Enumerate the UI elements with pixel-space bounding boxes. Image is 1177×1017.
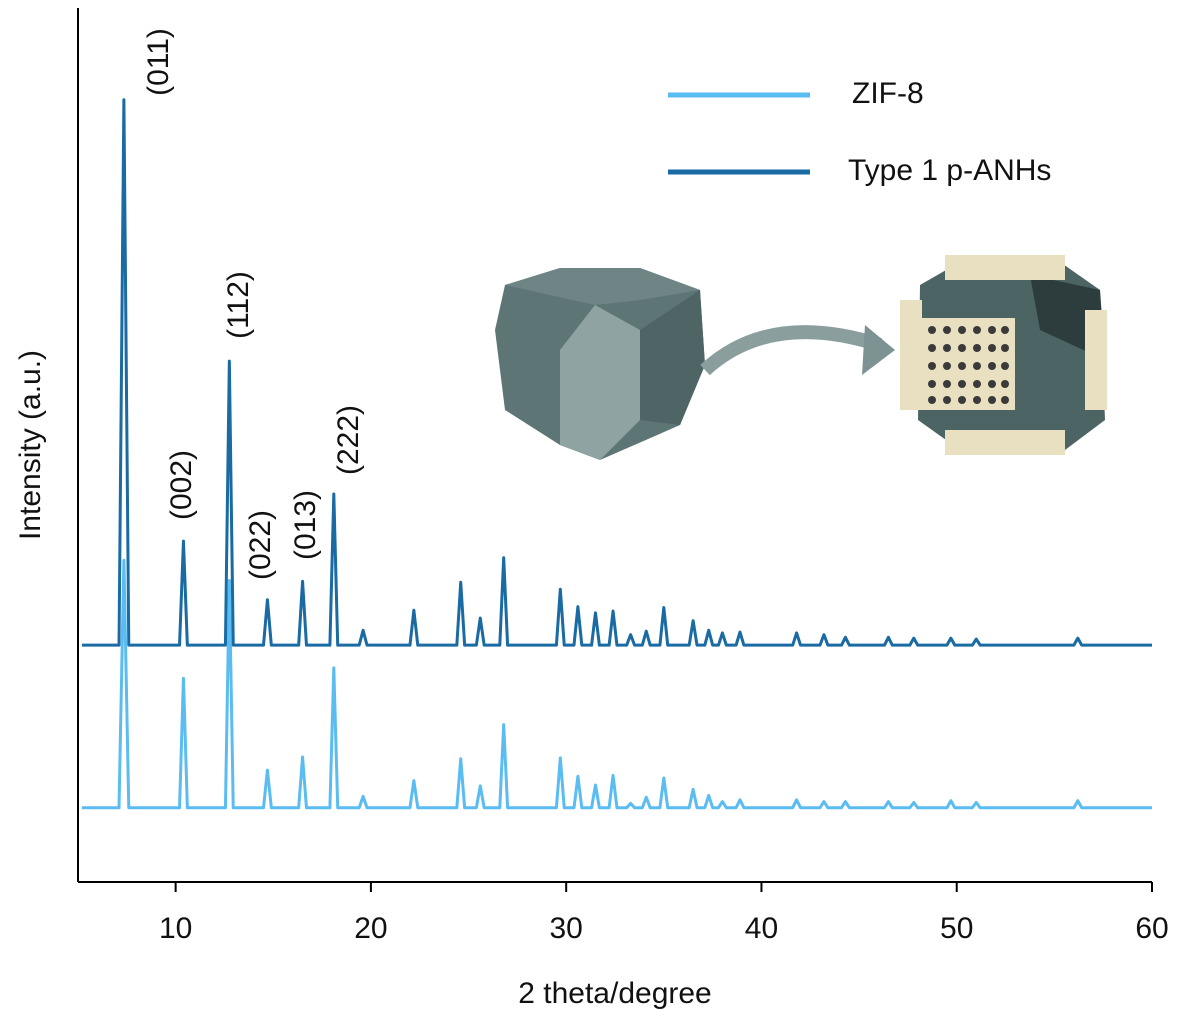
peak-label: (022) (244, 510, 277, 580)
x-tick-label: 10 (159, 912, 192, 945)
x-tick-label: 20 (354, 912, 387, 945)
series-line (81, 98, 1152, 647)
x-tick-label: 60 (1135, 912, 1168, 945)
x-tick-label: 40 (745, 912, 778, 945)
peak-label: (002) (165, 450, 198, 520)
series-line (81, 558, 1152, 810)
illustration (495, 255, 1107, 460)
legend-label: ZIF-8 (852, 77, 924, 110)
legend-label: Type 1 p-ANHs (848, 154, 1051, 187)
peak-label: (013) (289, 490, 322, 560)
peak-label: (222) (332, 405, 365, 475)
x-axis-title: 2 theta/degree (518, 977, 712, 1010)
y-axis-title: Intensity (a.u.) (14, 350, 47, 540)
x-tick-label: 30 (549, 912, 582, 945)
peak-label: (011) (142, 28, 175, 96)
x-tick-label: 50 (940, 912, 973, 945)
peak-label: (112) (222, 271, 255, 339)
